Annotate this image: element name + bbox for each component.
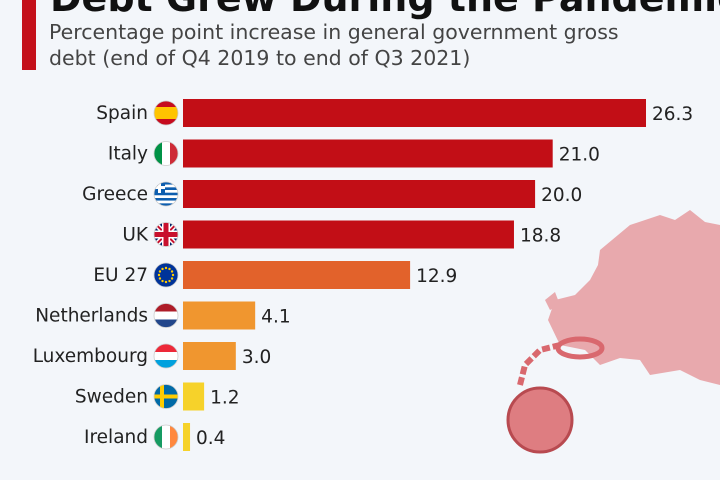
category-label: EU 27 bbox=[93, 265, 148, 286]
eu-flag-icon bbox=[153, 262, 179, 288]
chart-title: Debt Grew During the Pandemic bbox=[50, 0, 720, 18]
category-label: Luxembourg bbox=[33, 346, 148, 367]
value-label: 20.0 bbox=[541, 185, 582, 206]
value-label: 3.0 bbox=[242, 347, 271, 368]
bar-greece bbox=[183, 180, 536, 208]
uk-flag-icon bbox=[153, 222, 179, 247]
bar-uk bbox=[183, 220, 514, 249]
greece-flag-icon bbox=[153, 181, 179, 207]
value-label: 4.1 bbox=[261, 307, 290, 328]
value-label: 1.2 bbox=[210, 388, 239, 409]
category-label: Italy bbox=[108, 144, 148, 165]
value-label: 12.9 bbox=[416, 266, 457, 287]
bar-luxembourg bbox=[183, 342, 236, 370]
italy-flag-icon bbox=[153, 141, 179, 166]
category-label: Netherlands bbox=[35, 306, 148, 327]
bar-spain bbox=[183, 99, 646, 127]
bar-sweden bbox=[183, 382, 205, 411]
bar-netherlands bbox=[183, 301, 256, 330]
category-label: Greece bbox=[82, 184, 148, 205]
netherlands-flag-icon bbox=[153, 303, 179, 328]
bar-italy bbox=[183, 139, 553, 168]
bar-ireland bbox=[183, 423, 191, 451]
value-label: 26.3 bbox=[652, 104, 693, 125]
chart-subtitle: Percentage point increase in general gov… bbox=[49, 20, 619, 70]
category-label: UK bbox=[122, 225, 149, 246]
category-label: Ireland bbox=[84, 427, 148, 448]
spain-flag-icon bbox=[153, 100, 179, 126]
category-label: Spain bbox=[96, 103, 148, 124]
value-label: 18.8 bbox=[520, 226, 561, 247]
value-label: 21.0 bbox=[559, 145, 600, 166]
luxembourg-flag-icon bbox=[153, 343, 179, 369]
ireland-flag-icon bbox=[153, 424, 179, 450]
title-accent-bar bbox=[22, 0, 36, 70]
value-label: 0.4 bbox=[196, 428, 225, 449]
ball-and-chain-illustration bbox=[506, 336, 605, 454]
category-label: Sweden bbox=[75, 387, 148, 408]
bar-eu-27 bbox=[183, 261, 411, 289]
sweden-flag-icon bbox=[153, 384, 179, 409]
